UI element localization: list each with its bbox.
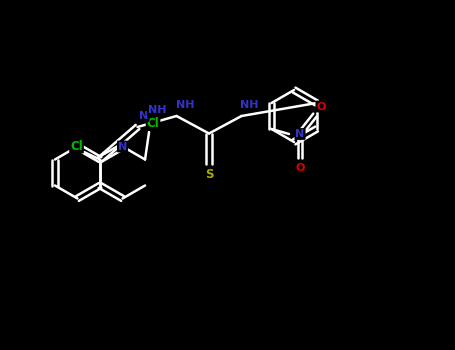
Text: O: O <box>316 102 326 112</box>
Text: N: N <box>295 129 305 139</box>
Text: N: N <box>118 141 127 152</box>
Text: O: O <box>295 163 305 173</box>
Text: NH: NH <box>240 100 258 110</box>
Text: NH: NH <box>148 105 166 114</box>
Text: Cl: Cl <box>70 140 83 153</box>
Text: N: N <box>139 111 149 121</box>
Text: S: S <box>205 168 213 181</box>
Text: NH: NH <box>176 100 195 110</box>
Text: Cl: Cl <box>147 117 159 130</box>
